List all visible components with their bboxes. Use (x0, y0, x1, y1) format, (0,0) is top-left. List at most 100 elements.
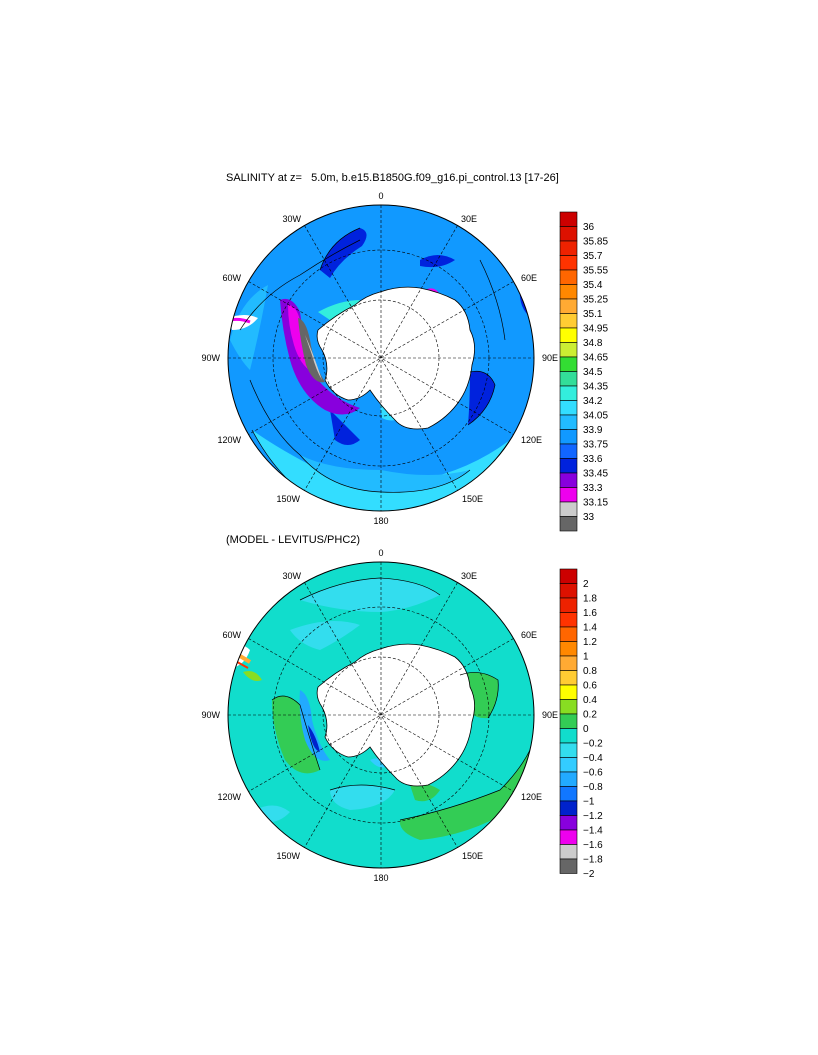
lon-label: 0 (378, 548, 383, 558)
colorbar-swatch (559, 742, 578, 758)
colorbar-tick-label: 35.7 (583, 251, 603, 262)
colorbar-tick-label: 34.2 (583, 396, 603, 407)
colorbar-swatch (559, 342, 578, 358)
colorbar-swatch (559, 327, 578, 343)
colorbar-swatch (559, 626, 578, 642)
colorbar-tick-label: 1.2 (583, 637, 597, 648)
map-boundary (227, 204, 535, 512)
diff-region-minus-0.2-south (330, 785, 395, 810)
colorbar-tick-label: 0.4 (583, 695, 597, 706)
colorbar-swatch (559, 211, 578, 227)
panel-1-colorbar: 36 35.85 35.7 35.55 35.4 35.25 35.1 34.95 34.8 34… (559, 211, 608, 532)
colorbar-tick-label: 34.8 (583, 338, 603, 349)
salinity-region-33 (298, 318, 325, 383)
panel-2-colorbar: 2 1.8 1.6 1.4 1.2 1 0.8 0.6 0.4 0.2 0 −0.2 −0.4 −0.6 −… (559, 568, 603, 880)
colorbar-tick-label: 34.5 (583, 367, 603, 378)
salinity-region-34.05 (252, 430, 510, 511)
diff-region-plus-0.2-west (272, 696, 320, 774)
diff-region-minus-0.2-north (300, 578, 440, 612)
salinity-region-34.2-coast (318, 300, 360, 320)
colorbar-tick-label: −0.6 (583, 768, 603, 779)
colorbar-tick-label: −0.8 (583, 782, 603, 793)
colorbar-swatch (559, 757, 578, 773)
lon-label: 60E (521, 630, 537, 640)
colorbar-swatch (559, 568, 578, 584)
colorbar-swatch (559, 516, 578, 532)
colorbar-tick-label: −1.2 (583, 811, 603, 822)
colorbar-tick-label: 33.75 (583, 440, 608, 451)
colorbar-swatch (559, 487, 578, 503)
colorbar-swatch (559, 226, 578, 242)
lon-label: 30W (282, 571, 301, 581)
colorbar-tick-label: 33.6 (583, 454, 603, 465)
diff-region-minus-0.8 (299, 690, 330, 761)
map-boundary (227, 561, 535, 869)
colorbar-swatch (559, 356, 578, 372)
colorbar-swatch (559, 501, 578, 517)
panel-2-title: (MODEL - LEVITUS/PHC2) (226, 534, 361, 546)
colorbar-swatch (559, 269, 578, 285)
lon-label: 30E (461, 571, 477, 581)
panel-2-map (227, 561, 535, 869)
colorbar-swatch (559, 414, 578, 430)
colorbar-tick-label: −1.4 (583, 826, 603, 837)
colorbar-swatch (559, 597, 578, 613)
colorbar-tick-label: 36 (583, 222, 595, 233)
colorbar-swatch (559, 786, 578, 802)
lon-label: 180 (373, 873, 388, 883)
colorbar-swatch (559, 472, 578, 488)
colorbar-swatch (559, 844, 578, 860)
lon-label: 60E (521, 273, 537, 283)
colorbar-swatch (559, 612, 578, 628)
lon-label: 30W (282, 214, 301, 224)
salinity-region-33.6-south (330, 410, 360, 445)
colorbar-swatch (559, 713, 578, 729)
lon-label: 90E (542, 710, 558, 720)
colorbar-swatch (559, 583, 578, 599)
colorbar-swatch (559, 284, 578, 300)
lon-label: 90W (201, 710, 220, 720)
colorbar-tick-label: −1.6 (583, 840, 603, 851)
colorbar-swatch (559, 815, 578, 831)
colorbar-tick-label: 34.95 (583, 324, 608, 335)
lon-label: 90E (542, 353, 558, 363)
lon-label: 150W (276, 851, 300, 861)
colorbar-tick-label: 0.8 (583, 666, 597, 677)
colorbar-tick-label: 34.65 (583, 353, 608, 364)
colorbar-swatch (559, 240, 578, 256)
colorbar-tick-label: −1.8 (583, 855, 603, 866)
salinity-region-33.9-south (300, 455, 470, 493)
lon-label: 120W (217, 792, 241, 802)
colorbar-tick-label: 33.3 (583, 483, 603, 494)
salinity-region-33.6-north (320, 228, 367, 278)
diff-region-plus-0.2-south (399, 750, 531, 840)
colorbar-tick-label: −2 (583, 869, 595, 880)
colorbar-swatch (559, 400, 578, 416)
colorbar-swatch (559, 655, 578, 671)
colorbar-tick-label: 35.1 (583, 309, 603, 320)
lon-label: 60W (222, 630, 241, 640)
lon-label: 60W (222, 273, 241, 283)
lon-label: 120E (521, 792, 542, 802)
colorbar-swatch (559, 371, 578, 387)
colorbar-tick-label: 0 (583, 724, 589, 735)
colorbar-tick-label: 1.8 (583, 594, 597, 605)
colorbar-swatch (559, 829, 578, 845)
colorbar-swatch (559, 670, 578, 686)
colorbar-tick-label: 1 (583, 652, 589, 663)
colorbar-swatch (559, 728, 578, 744)
colorbar-tick-label: 0.2 (583, 710, 597, 721)
colorbar-tick-label: 1.6 (583, 608, 597, 619)
colorbar-swatch (559, 800, 578, 816)
panel-1-lon-labels: 0 30E 60E 90E 120E 150E 180 150W 120W 90… (201, 191, 558, 526)
colorbar-tick-label: 35.85 (583, 237, 608, 248)
colorbar-tick-label: 0.6 (583, 681, 597, 692)
colorbar-swatch (559, 858, 578, 874)
colorbar-swatch (559, 255, 578, 271)
lon-label: 120W (217, 435, 241, 445)
colorbar-swatch (559, 684, 578, 700)
contour-lines (271, 577, 531, 821)
panel-2-lon-labels: 0 30E 60E 90E 120E 150E 180 150W 120W 90… (201, 548, 558, 883)
colorbar-tick-label: 33.15 (583, 498, 608, 509)
